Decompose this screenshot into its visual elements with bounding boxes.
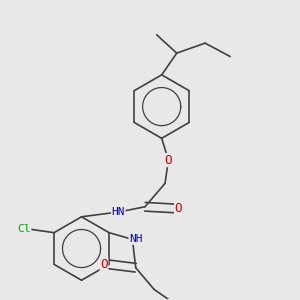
Text: O: O <box>100 258 108 271</box>
Text: O: O <box>175 202 182 215</box>
Text: Cl: Cl <box>17 224 31 234</box>
Text: NH: NH <box>129 234 142 244</box>
Text: O: O <box>165 154 172 166</box>
Text: HN: HN <box>112 207 125 217</box>
